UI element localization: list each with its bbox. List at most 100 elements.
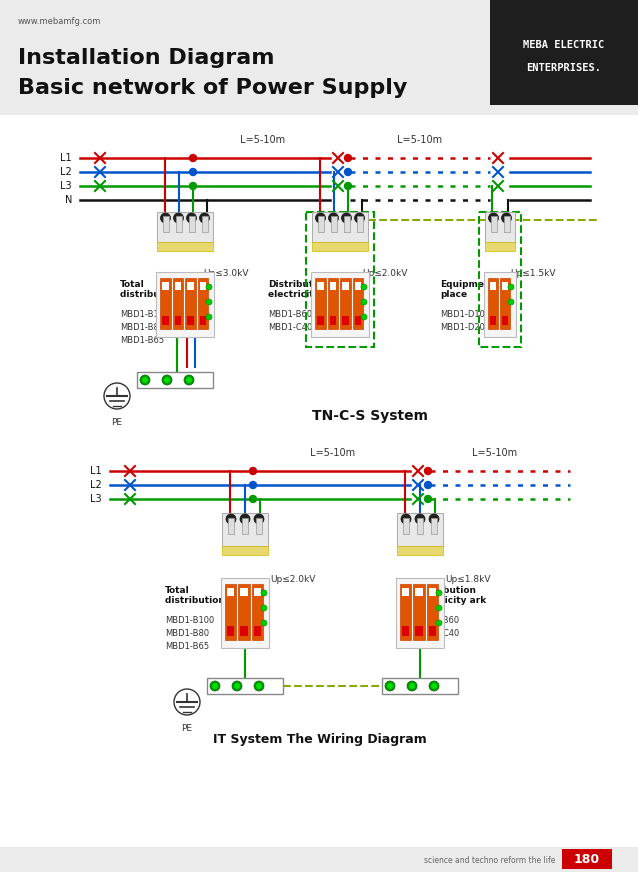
Bar: [484, 272, 516, 337]
Circle shape: [436, 590, 442, 596]
Circle shape: [361, 299, 367, 305]
Bar: [222, 546, 268, 555]
Text: Equipment
place: Equipment place: [440, 280, 495, 299]
Circle shape: [189, 168, 197, 175]
Bar: [397, 546, 443, 555]
Circle shape: [261, 620, 267, 626]
Bar: [311, 272, 369, 337]
Circle shape: [407, 681, 417, 691]
Bar: [400, 584, 412, 640]
Text: Total
distribution ark: Total distribution ark: [120, 280, 200, 299]
Bar: [306, 212, 374, 347]
Circle shape: [200, 213, 209, 223]
Bar: [207, 678, 283, 694]
Bar: [413, 584, 425, 640]
Circle shape: [240, 514, 250, 524]
Circle shape: [210, 681, 220, 691]
Circle shape: [489, 213, 498, 223]
Bar: [0, 115, 638, 847]
Text: Up≤2.0kV: Up≤2.0kV: [362, 269, 408, 278]
Circle shape: [206, 314, 212, 320]
Bar: [429, 626, 436, 636]
Text: L2: L2: [90, 480, 102, 490]
Circle shape: [232, 681, 242, 691]
Bar: [156, 272, 214, 337]
Bar: [198, 278, 208, 329]
Circle shape: [508, 299, 514, 305]
Circle shape: [385, 681, 395, 691]
Circle shape: [234, 683, 240, 689]
Bar: [417, 518, 423, 535]
Text: L=5-10m: L=5-10m: [397, 135, 443, 145]
Bar: [254, 588, 261, 596]
Circle shape: [345, 154, 352, 161]
Text: IT System The Wiring Diagram: IT System The Wiring Diagram: [213, 732, 427, 746]
Bar: [315, 278, 325, 329]
Bar: [382, 678, 458, 694]
Text: MBD1-B65: MBD1-B65: [120, 336, 164, 345]
Bar: [227, 588, 234, 596]
Circle shape: [249, 481, 256, 488]
Circle shape: [186, 377, 192, 383]
Bar: [479, 212, 521, 347]
Bar: [485, 212, 515, 242]
Circle shape: [140, 375, 150, 385]
Bar: [502, 282, 508, 290]
Text: L3: L3: [61, 181, 72, 191]
Bar: [329, 282, 336, 290]
Circle shape: [431, 683, 437, 689]
Text: L2: L2: [60, 167, 72, 177]
Circle shape: [355, 213, 364, 223]
Bar: [187, 282, 193, 290]
Circle shape: [254, 681, 264, 691]
Bar: [241, 588, 248, 596]
Bar: [0, 847, 638, 872]
Circle shape: [436, 620, 442, 626]
Circle shape: [361, 284, 367, 290]
Text: L=5-10m: L=5-10m: [472, 448, 517, 458]
Bar: [312, 242, 368, 250]
Circle shape: [329, 213, 339, 223]
Circle shape: [424, 481, 431, 488]
Circle shape: [189, 182, 197, 189]
Bar: [327, 278, 338, 329]
Text: N: N: [64, 195, 72, 205]
Text: L3: L3: [91, 494, 102, 504]
Bar: [175, 317, 181, 325]
Circle shape: [186, 213, 197, 223]
Circle shape: [429, 681, 439, 691]
Bar: [403, 518, 409, 535]
Circle shape: [162, 375, 172, 385]
Circle shape: [361, 314, 367, 320]
Bar: [427, 584, 438, 640]
Bar: [162, 282, 168, 290]
Bar: [488, 278, 498, 329]
Bar: [200, 317, 206, 325]
Bar: [157, 212, 213, 242]
Circle shape: [424, 467, 431, 474]
Circle shape: [254, 514, 264, 524]
Bar: [397, 513, 443, 546]
Bar: [254, 626, 261, 636]
Text: L1: L1: [61, 153, 72, 163]
Bar: [342, 317, 348, 325]
Bar: [485, 242, 515, 250]
Text: Distribution
electricity ark: Distribution electricity ark: [415, 586, 486, 605]
Bar: [225, 584, 236, 640]
Text: ENTERPRISES.: ENTERPRISES.: [526, 63, 602, 73]
Text: MBD1-B60: MBD1-B60: [268, 310, 312, 319]
Bar: [431, 518, 437, 535]
Text: MBD1-B80: MBD1-B80: [165, 629, 209, 638]
Circle shape: [261, 605, 267, 611]
Circle shape: [184, 375, 194, 385]
Bar: [318, 216, 323, 232]
Circle shape: [212, 683, 218, 689]
Circle shape: [164, 377, 170, 383]
Bar: [490, 0, 638, 105]
Bar: [175, 282, 181, 290]
Bar: [415, 588, 422, 596]
Circle shape: [341, 213, 352, 223]
Text: Up≤1.8kV: Up≤1.8kV: [445, 575, 491, 584]
Text: MBD1-B60: MBD1-B60: [415, 616, 459, 625]
Text: Up≤1.5kV: Up≤1.5kV: [510, 269, 556, 278]
